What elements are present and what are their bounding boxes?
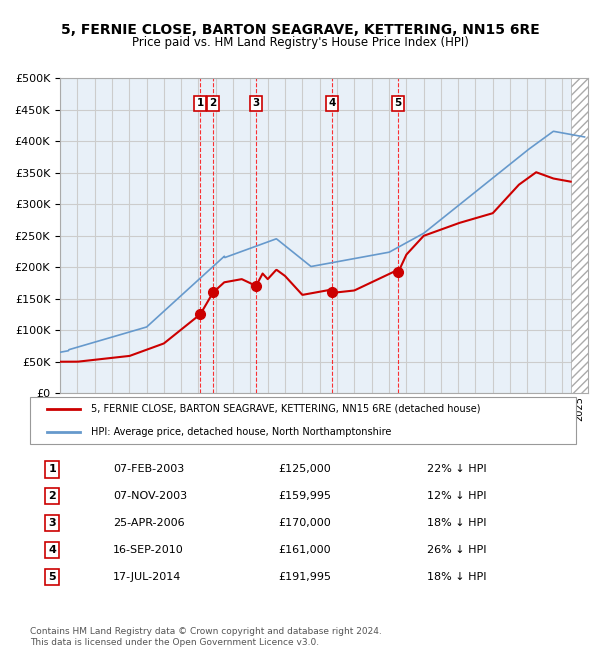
- Bar: [571, 78, 588, 393]
- Text: 4: 4: [328, 98, 335, 108]
- Text: 07-FEB-2003: 07-FEB-2003: [113, 464, 184, 474]
- FancyBboxPatch shape: [30, 397, 577, 445]
- Text: 1: 1: [48, 464, 56, 474]
- Text: 1: 1: [197, 98, 204, 108]
- Text: Price paid vs. HM Land Registry's House Price Index (HPI): Price paid vs. HM Land Registry's House …: [131, 36, 469, 49]
- Text: 5: 5: [48, 572, 56, 582]
- Text: 5, FERNIE CLOSE, BARTON SEAGRAVE, KETTERING, NN15 6RE (detached house): 5, FERNIE CLOSE, BARTON SEAGRAVE, KETTER…: [91, 404, 480, 413]
- Text: 3: 3: [253, 98, 260, 108]
- Text: 5: 5: [395, 98, 402, 108]
- Text: HPI: Average price, detached house, North Northamptonshire: HPI: Average price, detached house, Nort…: [91, 426, 391, 437]
- Text: £161,000: £161,000: [278, 545, 331, 555]
- Text: 4: 4: [48, 545, 56, 555]
- Text: 07-NOV-2003: 07-NOV-2003: [113, 491, 187, 501]
- Text: Contains HM Land Registry data © Crown copyright and database right 2024.
This d: Contains HM Land Registry data © Crown c…: [30, 627, 382, 647]
- Text: 18% ↓ HPI: 18% ↓ HPI: [427, 518, 487, 528]
- Text: 25-APR-2006: 25-APR-2006: [113, 518, 184, 528]
- Text: 2: 2: [209, 98, 217, 108]
- Text: 22% ↓ HPI: 22% ↓ HPI: [427, 464, 487, 474]
- Text: £159,995: £159,995: [278, 491, 331, 501]
- Text: £191,995: £191,995: [278, 572, 331, 582]
- Text: 3: 3: [48, 518, 56, 528]
- Text: £125,000: £125,000: [278, 464, 331, 474]
- Text: 18% ↓ HPI: 18% ↓ HPI: [427, 572, 487, 582]
- Text: 2: 2: [48, 491, 56, 501]
- Text: 26% ↓ HPI: 26% ↓ HPI: [427, 545, 487, 555]
- Text: 5, FERNIE CLOSE, BARTON SEAGRAVE, KETTERING, NN15 6RE: 5, FERNIE CLOSE, BARTON SEAGRAVE, KETTER…: [61, 23, 539, 37]
- Text: £170,000: £170,000: [278, 518, 331, 528]
- Text: 12% ↓ HPI: 12% ↓ HPI: [427, 491, 487, 501]
- Text: 17-JUL-2014: 17-JUL-2014: [113, 572, 181, 582]
- Text: 16-SEP-2010: 16-SEP-2010: [113, 545, 184, 555]
